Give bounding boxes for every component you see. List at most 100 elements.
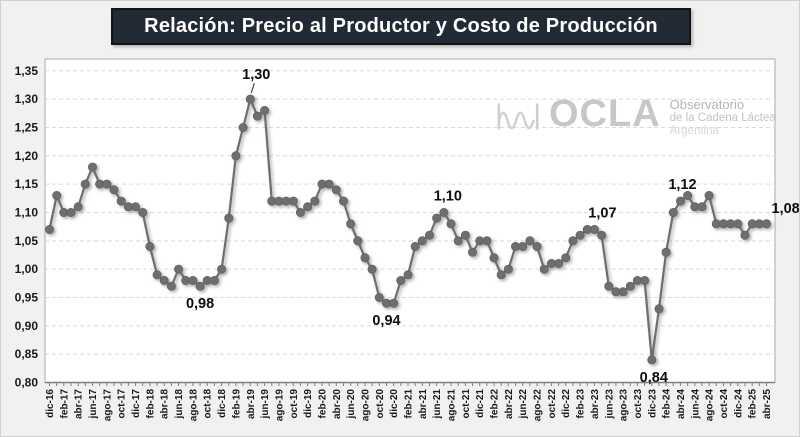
plot-area xyxy=(44,58,776,383)
data-point xyxy=(331,185,341,195)
data-point xyxy=(575,230,585,240)
x-axis-label: jun-18 xyxy=(174,389,185,420)
data-point xyxy=(683,191,693,201)
x-axis-label: dic-19 xyxy=(303,389,314,418)
data-point xyxy=(66,208,76,218)
data-point xyxy=(145,242,155,252)
data-point xyxy=(195,281,205,291)
data-point xyxy=(697,202,707,212)
x-axis-label: feb-19 xyxy=(231,389,242,419)
data-point xyxy=(238,123,248,133)
data-point xyxy=(733,219,743,229)
x-axis-label: oct-18 xyxy=(203,389,214,419)
data-point xyxy=(138,208,148,218)
data-point xyxy=(424,230,434,240)
x-axis-label: jun-23 xyxy=(604,389,615,420)
data-point xyxy=(353,236,363,246)
y-axis-label: 1,20 xyxy=(15,149,39,163)
x-axis-label: abr-18 xyxy=(160,389,171,419)
y-axis-label: 0,90 xyxy=(15,319,39,333)
x-axis-label: ago-19 xyxy=(274,389,285,422)
x-axis-label: oct-23 xyxy=(633,389,644,419)
x-axis-label: abr-22 xyxy=(504,389,515,419)
data-point xyxy=(109,185,119,195)
data-point xyxy=(295,208,305,218)
data-point xyxy=(503,264,513,274)
x-axis-label: abr-19 xyxy=(246,389,257,419)
data-point xyxy=(152,270,162,280)
x-axis-label: feb-23 xyxy=(576,389,587,419)
data-point xyxy=(482,236,492,246)
data-point xyxy=(589,225,599,235)
x-axis-label: abr-20 xyxy=(332,389,343,419)
data-point xyxy=(661,247,671,257)
data-point xyxy=(102,179,112,189)
annotation-label: 1,10 xyxy=(434,188,462,204)
data-point xyxy=(80,179,90,189)
chart-title-text: Relación: Precio al Productor y Costo de… xyxy=(144,15,658,37)
x-axis-label: dic-21 xyxy=(475,389,486,418)
data-point xyxy=(360,253,370,263)
data-point xyxy=(453,236,463,246)
series-group xyxy=(44,94,771,365)
data-point xyxy=(346,219,356,229)
data-point xyxy=(597,230,607,240)
data-point xyxy=(654,304,664,314)
data-point xyxy=(231,151,241,161)
x-axis-label: abr-25 xyxy=(762,389,773,419)
data-point xyxy=(460,230,470,240)
data-point xyxy=(389,298,399,308)
x-axis-label: ago-24 xyxy=(705,389,716,422)
data-point xyxy=(159,275,169,285)
x-axis-label: jun-20 xyxy=(346,389,357,420)
x-axis-label: feb-20 xyxy=(317,389,328,419)
x-axis-label: dic-22 xyxy=(561,389,572,418)
x-axis-label: dic-18 xyxy=(217,389,228,418)
data-point xyxy=(532,242,542,252)
data-point xyxy=(525,236,535,246)
data-point xyxy=(44,225,54,235)
data-point xyxy=(245,94,255,104)
data-point xyxy=(439,208,449,218)
x-axis-label: jun-22 xyxy=(518,389,529,420)
data-point xyxy=(338,196,348,206)
x-axis-label: oct-17 xyxy=(117,389,128,419)
x-axis-label: ago-17 xyxy=(102,389,113,422)
data-point xyxy=(209,275,219,285)
x-axis-label: feb-18 xyxy=(145,389,156,419)
y-axis-label: 1,15 xyxy=(15,177,39,191)
data-point xyxy=(166,281,176,291)
x-axis-label: oct-21 xyxy=(461,389,472,419)
x-axis-label: feb-22 xyxy=(490,389,501,419)
data-point xyxy=(561,253,571,263)
chart-title-bar: Relación: Precio al Productor y Costo de… xyxy=(111,8,691,45)
x-axis-label: feb-21 xyxy=(404,389,415,419)
data-point xyxy=(539,264,549,274)
data-point xyxy=(52,191,62,201)
data-point xyxy=(568,236,578,246)
x-axis-label: jun-19 xyxy=(260,389,271,420)
data-point xyxy=(288,196,298,206)
data-point xyxy=(88,162,98,172)
y-axis-label: 1,00 xyxy=(15,262,39,276)
data-point xyxy=(554,258,564,268)
x-axis-label: abr-24 xyxy=(676,389,687,419)
data-point xyxy=(252,111,262,121)
x-axis-label: jun-21 xyxy=(432,389,443,420)
annotation-label: 1,12 xyxy=(668,177,696,193)
x-axis-label: ago-20 xyxy=(360,389,371,422)
y-axis-label: 0,80 xyxy=(15,376,39,390)
x-axis-label: oct-20 xyxy=(375,389,386,419)
data-point xyxy=(73,202,83,212)
data-point xyxy=(396,275,406,285)
data-point xyxy=(374,292,384,302)
data-point xyxy=(496,270,506,280)
y-axis-label: 1,05 xyxy=(15,234,39,248)
data-point xyxy=(131,202,141,212)
data-point xyxy=(324,179,334,189)
annotation-label: 0,84 xyxy=(640,370,668,386)
data-point xyxy=(432,213,442,223)
data-point xyxy=(740,230,750,240)
y-axis-label: 0,95 xyxy=(15,290,39,304)
